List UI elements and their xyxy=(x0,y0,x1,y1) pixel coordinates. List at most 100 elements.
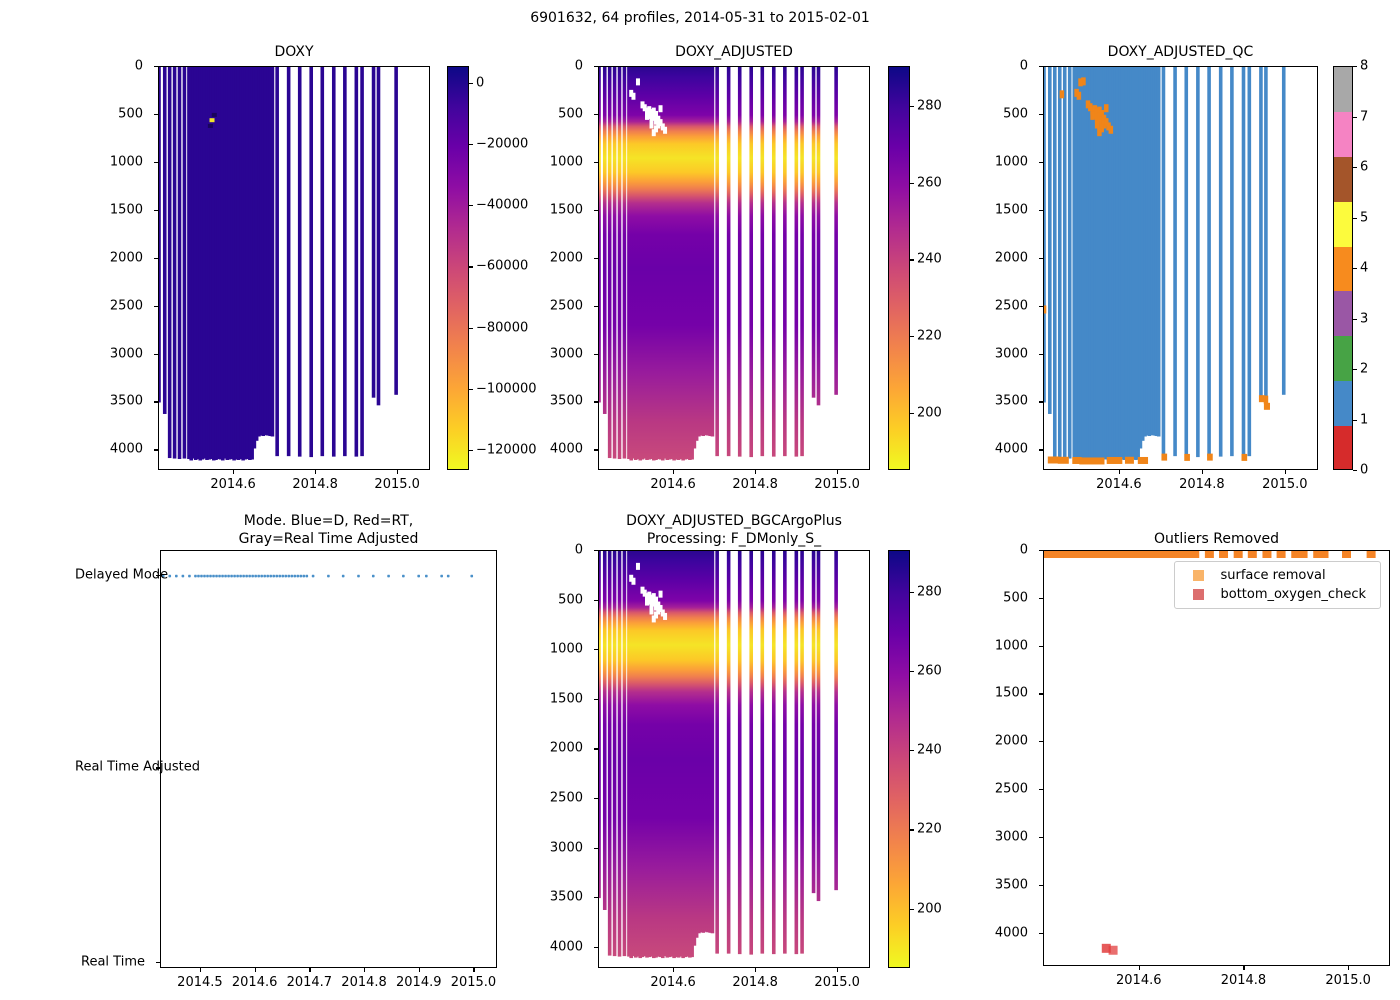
x-tick-label: 2015.0 xyxy=(814,975,860,990)
y-tick-mark xyxy=(594,797,598,800)
y-tick-mark xyxy=(1039,693,1043,695)
x-tick-label: 2015.0 xyxy=(1325,973,1371,988)
y-tick-label: 1000 xyxy=(994,638,1028,654)
qc-colorbar-band xyxy=(1334,336,1352,382)
y-tick-label: 2000 xyxy=(109,250,143,266)
colorbar-tick-label: −120000 xyxy=(476,442,537,458)
legend-label: surface removal xyxy=(1220,568,1326,583)
colorbar-tick-label: −80000 xyxy=(476,320,529,336)
bgc-title: DOXY_ADJUSTED_BGCArgoPlus Processing: F_D… xyxy=(626,513,842,547)
qc-colorbar-band xyxy=(1334,291,1352,337)
colorbar-tick-label: 2 xyxy=(1360,361,1369,377)
qc-colorbar-band xyxy=(1334,426,1352,469)
y-tick-label: 1000 xyxy=(549,641,583,657)
x-tick-label: 2014.8 xyxy=(1179,477,1225,492)
colorbar-tick-mark xyxy=(910,106,914,108)
y-tick-label: 2000 xyxy=(994,733,1028,749)
colorbar-tick-label: 200 xyxy=(917,901,942,917)
x-tick-mark xyxy=(673,968,675,972)
y-tick-mark xyxy=(594,209,598,211)
colorbar-tick-label: 3 xyxy=(1360,311,1369,326)
x-tick-mark xyxy=(837,470,839,474)
y-tick-label: 2500 xyxy=(549,790,583,806)
y-tick-label: 500 xyxy=(558,592,583,608)
x-tick-label: 2014.6 xyxy=(210,477,256,492)
y-tick-label: 1000 xyxy=(994,154,1028,170)
x-tick-mark xyxy=(673,470,675,474)
colorbar-tick-mark xyxy=(1353,419,1357,421)
qc-heatmap xyxy=(1044,67,1286,465)
y-tick-mark xyxy=(1039,353,1043,355)
colorbar-tick-mark xyxy=(1353,66,1357,68)
y-tick-mark xyxy=(594,66,598,68)
adjusted-plot xyxy=(598,66,870,470)
y-tick-label: 3000 xyxy=(994,829,1028,845)
mode-title: Mode. Blue=D, Red=RT, Gray=Real Time Adju… xyxy=(238,513,419,547)
colorbar-tick-mark xyxy=(1353,268,1357,270)
qc-colorbar-band xyxy=(1334,201,1352,247)
y-tick-label: 3000 xyxy=(549,840,583,855)
x-tick-label: 2014.6 xyxy=(1116,973,1162,988)
x-tick-mark xyxy=(1348,966,1350,970)
x-tick-label: 2015.0 xyxy=(1262,477,1308,492)
x-tick-mark xyxy=(315,470,317,474)
y-tick-label: 0 xyxy=(1019,58,1028,74)
y-tick-mark xyxy=(1039,209,1043,211)
colorbar-tick-label: 260 xyxy=(917,663,942,679)
y-tick-mark xyxy=(1039,161,1043,164)
x-tick-mark xyxy=(233,470,235,474)
x-tick-mark xyxy=(1118,470,1121,474)
y-tick-mark xyxy=(1039,597,1043,599)
y-tick-mark xyxy=(594,847,598,849)
colorbar-tick-mark xyxy=(469,266,473,268)
qc-colorbar-band xyxy=(1334,67,1352,112)
colorbar-tick-label: 220 xyxy=(917,821,942,837)
y-tick-mark xyxy=(154,401,158,403)
y-tick-mark xyxy=(156,575,160,577)
bgc-colorbar xyxy=(888,550,910,968)
y-tick-mark xyxy=(1039,305,1043,307)
x-tick-label: 2014.5 xyxy=(177,975,223,990)
x-tick-mark xyxy=(1243,966,1245,970)
colorbar-tick-label: 4 xyxy=(1360,260,1369,276)
colorbar-tick-mark xyxy=(1353,470,1357,472)
outliers-title: Outliers Removed xyxy=(1154,531,1279,547)
colorbar-tick-label: 200 xyxy=(917,405,942,421)
x-tick-label: 2014.9 xyxy=(396,975,442,990)
y-tick-mark xyxy=(1039,257,1043,259)
y-tick-mark xyxy=(594,353,598,355)
colorbar-tick-label: 0 xyxy=(1360,462,1369,478)
mode-plot xyxy=(160,550,497,968)
legend-label: bottom_oxygen_check xyxy=(1220,587,1366,602)
colorbar-tick-mark xyxy=(910,670,914,673)
y-tick-label: Real Time xyxy=(81,954,145,970)
colorbar-tick-label: 280 xyxy=(917,98,942,114)
y-tick-mark xyxy=(1039,884,1043,886)
y-tick-mark xyxy=(1039,449,1043,451)
colorbar-tick-label: −100000 xyxy=(476,381,537,397)
surface-removal-marker-icon xyxy=(1193,570,1205,581)
y-tick-mark xyxy=(154,113,158,116)
x-tick-mark xyxy=(364,968,366,972)
y-tick-label: 1000 xyxy=(549,154,583,170)
y-tick-label: 1500 xyxy=(994,202,1028,218)
adjusted-colorbar xyxy=(888,66,910,470)
y-tick-label: 1500 xyxy=(549,202,583,218)
y-tick-mark xyxy=(1039,741,1043,743)
x-tick-mark xyxy=(418,968,420,972)
colorbar-tick-label: 280 xyxy=(917,584,942,600)
y-tick-mark xyxy=(594,161,598,164)
y-tick-label: 0 xyxy=(134,58,143,74)
qc-colorbar-band xyxy=(1334,111,1352,157)
x-tick-label: 2014.6 xyxy=(650,975,696,990)
colorbar-tick-mark xyxy=(910,335,914,338)
x-tick-label: 2014.8 xyxy=(732,975,778,990)
qc-title: DOXY_ADJUSTED_QC xyxy=(1107,44,1254,60)
y-tick-mark xyxy=(594,599,598,601)
y-tick-label: 2000 xyxy=(549,740,583,756)
colorbar-tick-mark xyxy=(910,412,914,414)
y-tick-mark xyxy=(594,257,598,259)
colorbar-tick-label: 7 xyxy=(1360,109,1369,124)
y-tick-mark xyxy=(594,401,598,403)
